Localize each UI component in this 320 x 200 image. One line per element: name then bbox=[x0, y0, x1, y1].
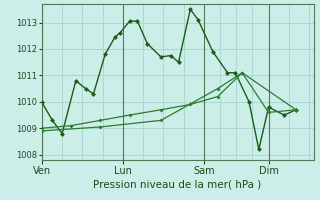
X-axis label: Pression niveau de la mer( hPa ): Pression niveau de la mer( hPa ) bbox=[93, 180, 262, 190]
